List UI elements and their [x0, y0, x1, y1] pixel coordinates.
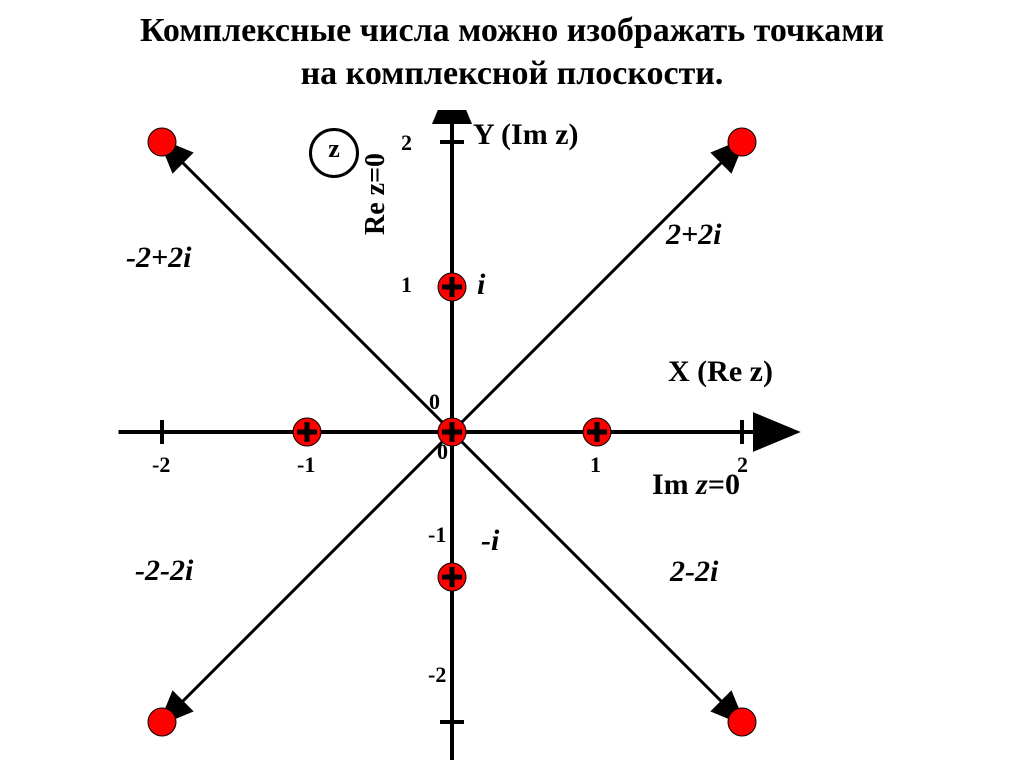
- point-label--2+2i: -2+2i: [126, 241, 191, 275]
- y-axis-label: Y (Im z): [473, 118, 579, 152]
- title-line-1: Комплексные числа можно изображать точка…: [0, 10, 1024, 53]
- tick-label-x-2: -2: [152, 452, 170, 478]
- im-z-z: z: [689, 468, 708, 501]
- point-label--2-2i: -2-2i: [135, 554, 193, 588]
- tick-label-y-1: -1: [428, 522, 446, 548]
- z-symbol-label: z: [328, 134, 340, 163]
- tick-label-orig: 0: [429, 389, 440, 415]
- tick-label-orig2: 0: [437, 439, 448, 465]
- point-label-2+2i: 2+2i: [666, 218, 721, 252]
- tick-label-y2: 2: [401, 130, 412, 156]
- im-z-eq: =0: [708, 468, 740, 501]
- complex-plane-plot: Y (Im z) X (Re z) z Re z=0 Im z=0 -2-112…: [0, 110, 1024, 760]
- tick-label-x-1: -1: [297, 452, 315, 478]
- re-z-equals-0: Re z=0: [360, 153, 392, 235]
- z-symbol-circle: z: [309, 128, 359, 178]
- tick-label-y1: 1: [401, 272, 412, 298]
- tick-label-x1: 1: [590, 452, 601, 478]
- im-z-equals-0: Im z=0: [652, 468, 740, 502]
- im-z-im: Im: [652, 468, 689, 501]
- plot-svg: [0, 110, 1024, 760]
- tick-label-x2: 2: [737, 452, 748, 478]
- point-label--i: -i: [481, 524, 499, 558]
- title-line-2: на комплексной плоскости.: [0, 53, 1024, 96]
- slide-title: Комплексные числа можно изображать точка…: [0, 0, 1024, 95]
- point-label-i: i: [477, 268, 485, 302]
- x-axis-label: X (Re z): [668, 355, 773, 389]
- point-label-2-2i: 2-2i: [670, 555, 718, 589]
- tick-label-y-2: -2: [428, 662, 446, 688]
